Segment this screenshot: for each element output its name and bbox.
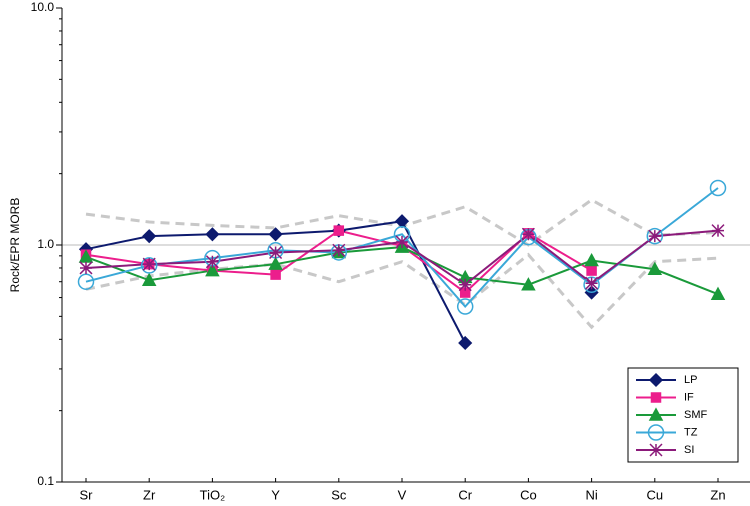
marker [709, 179, 727, 197]
marker [395, 235, 409, 249]
marker [142, 229, 157, 244]
marker [521, 227, 535, 241]
legend-marker [647, 424, 665, 441]
legend-label: SI [684, 444, 694, 456]
marker [332, 243, 346, 257]
legend-marker [650, 392, 662, 403]
legend-marker [648, 407, 664, 421]
marker [584, 252, 599, 267]
y-axis-label: Rock/EPR MORB [8, 198, 22, 293]
marker [141, 272, 157, 287]
marker [205, 263, 220, 277]
marker [269, 245, 283, 260]
legend-label: IF [684, 391, 694, 403]
x-tick-label: TiO₂ [200, 487, 226, 502]
x-tick-label: Sr [80, 487, 94, 502]
x-tick-label: Zr [143, 487, 156, 502]
x-tick-label: V [398, 487, 407, 502]
x-tick-label: Co [520, 487, 537, 502]
x-tick-label: Y [271, 487, 280, 502]
marker [711, 224, 725, 238]
y-tick-label: 0.1 [37, 474, 54, 488]
marker [270, 269, 281, 280]
marker [458, 335, 473, 351]
marker [333, 225, 345, 236]
legend-label: SMF [684, 409, 708, 421]
x-tick-label: Ni [585, 487, 597, 502]
y-tick-label: 1.0 [37, 237, 54, 251]
marker [585, 276, 599, 290]
series-line [85, 246, 719, 296]
marker [456, 298, 474, 315]
x-tick-label: Sc [331, 487, 347, 502]
y-tick-label: 10.0 [31, 0, 55, 14]
marker [268, 256, 283, 270]
x-tick-label: Cu [646, 487, 663, 502]
marker [77, 273, 95, 290]
x-tick-label: Zn [710, 487, 725, 502]
envelope-line [85, 252, 719, 330]
marker [79, 261, 93, 275]
marker [142, 257, 156, 271]
marker [205, 255, 219, 269]
x-tick-label: Cr [458, 487, 472, 502]
marker [646, 227, 664, 245]
legend-marker [648, 372, 664, 388]
marker [140, 257, 158, 274]
legend-marker [649, 443, 663, 457]
marker [586, 265, 597, 276]
marker [268, 227, 283, 242]
legend-label: LP [684, 374, 697, 386]
marker [710, 286, 726, 300]
marker [458, 278, 472, 292]
marker [205, 227, 220, 242]
marker [647, 261, 663, 276]
legend-label: TZ [684, 426, 698, 438]
marker [521, 277, 536, 291]
marker [648, 229, 662, 243]
